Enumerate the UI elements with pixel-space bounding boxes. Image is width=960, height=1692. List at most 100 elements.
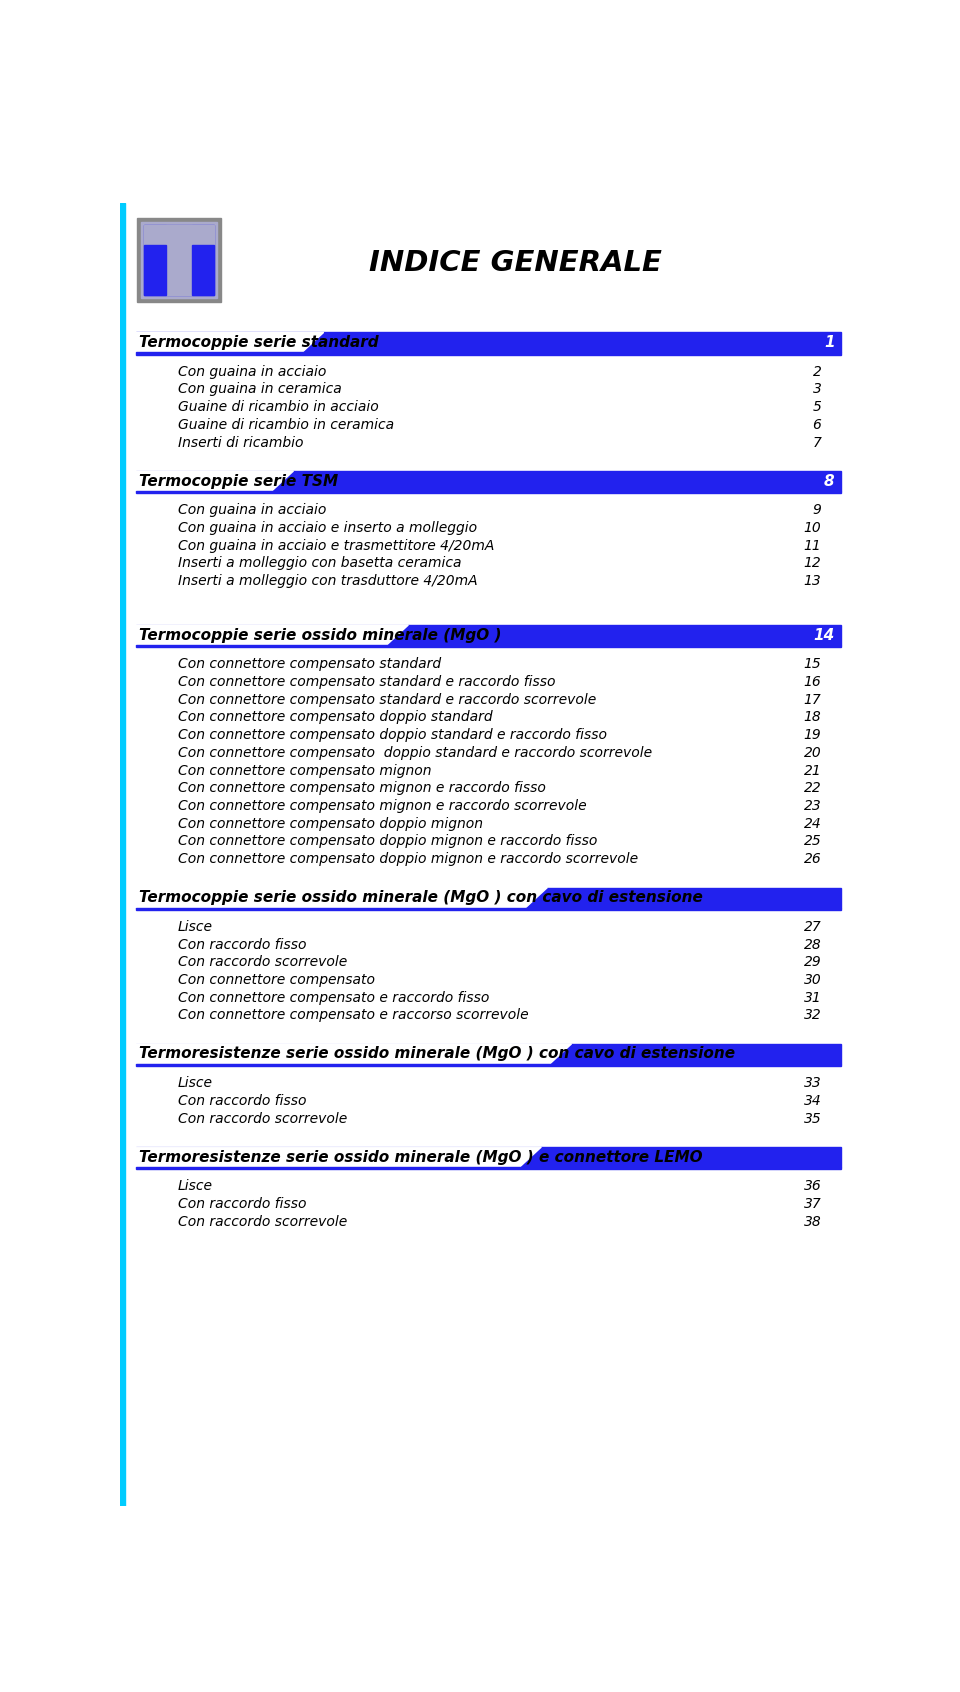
Text: 21: 21 <box>804 763 822 778</box>
Text: Con guaina in acciaio e trasmettitore 4/20mA: Con guaina in acciaio e trasmettitore 4/… <box>179 538 494 553</box>
Text: 7: 7 <box>812 435 822 450</box>
Polygon shape <box>135 332 324 352</box>
Text: Inserti a molleggio con basetta ceramica: Inserti a molleggio con basetta ceramica <box>179 557 462 570</box>
Text: 24: 24 <box>804 817 822 831</box>
Text: 14: 14 <box>813 628 834 643</box>
Text: 19: 19 <box>804 728 822 743</box>
Text: 16: 16 <box>804 675 822 689</box>
Text: 18: 18 <box>804 711 822 724</box>
Text: 27: 27 <box>804 920 822 934</box>
Text: 15: 15 <box>804 656 822 672</box>
Text: Con raccordo fisso: Con raccordo fisso <box>179 937 306 951</box>
Bar <box>192 245 214 294</box>
Bar <box>137 218 221 301</box>
Text: Con guaina in acciaio: Con guaina in acciaio <box>179 503 326 518</box>
Text: 17: 17 <box>804 692 822 707</box>
Polygon shape <box>135 470 294 491</box>
Text: 2: 2 <box>812 365 822 379</box>
Text: Guaine di ricambio in ceramica: Guaine di ricambio in ceramica <box>179 418 395 431</box>
Text: Con connettore compensato doppio mignon e raccordo scorrevole: Con connettore compensato doppio mignon … <box>179 853 638 866</box>
Polygon shape <box>135 624 408 645</box>
Text: 26: 26 <box>804 853 822 866</box>
Text: 13: 13 <box>804 574 822 589</box>
Text: Lisce: Lisce <box>179 1179 213 1193</box>
Text: Con guaina in ceramica: Con guaina in ceramica <box>179 382 342 396</box>
Text: Con connettore compensato standard e raccordo scorrevole: Con connettore compensato standard e rac… <box>179 692 596 707</box>
Bar <box>120 203 126 1506</box>
Polygon shape <box>135 1147 541 1167</box>
Bar <box>135 1147 841 1167</box>
Text: 12: 12 <box>804 557 822 570</box>
Bar <box>135 332 841 352</box>
Bar <box>135 470 841 491</box>
Text: 9: 9 <box>812 503 822 518</box>
Polygon shape <box>135 1044 571 1064</box>
Text: 10: 10 <box>804 521 822 535</box>
Text: Termoresistenze serie ossido minerale (MgO ) e connettore LEMO: Termoresistenze serie ossido minerale (M… <box>139 1149 703 1164</box>
Text: 34: 34 <box>804 1093 822 1108</box>
Text: Con connettore compensato standard e raccordo fisso: Con connettore compensato standard e rac… <box>179 675 556 689</box>
Text: Con raccordo scorrevole: Con raccordo scorrevole <box>179 956 348 970</box>
Text: 5: 5 <box>812 399 822 415</box>
Text: Con raccordo fisso: Con raccordo fisso <box>179 1093 306 1108</box>
Bar <box>135 1044 841 1064</box>
Bar <box>135 888 841 907</box>
Text: 20: 20 <box>804 746 822 760</box>
Text: Con raccordo scorrevole: Con raccordo scorrevole <box>179 1215 348 1228</box>
Text: Con raccordo scorrevole: Con raccordo scorrevole <box>179 1112 348 1125</box>
Text: Con connettore compensato standard: Con connettore compensato standard <box>179 656 442 672</box>
Bar <box>166 225 192 294</box>
Text: 11: 11 <box>804 538 822 553</box>
Bar <box>144 245 166 294</box>
Text: Con connettore compensato e raccordo fisso: Con connettore compensato e raccordo fis… <box>179 992 490 1005</box>
Text: Con connettore compensato doppio mignon: Con connettore compensato doppio mignon <box>179 817 483 831</box>
Text: 1: 1 <box>824 335 834 350</box>
Bar <box>135 907 841 910</box>
Text: Con connettore compensato doppio mignon e raccordo fisso: Con connettore compensato doppio mignon … <box>179 834 597 848</box>
Text: Termocoppie serie ossido minerale (MgO ): Termocoppie serie ossido minerale (MgO ) <box>139 628 502 643</box>
Text: 25: 25 <box>804 834 822 848</box>
Text: INDICE GENERALE: INDICE GENERALE <box>369 249 661 277</box>
Bar <box>135 491 841 494</box>
Text: Con connettore compensato mignon e raccordo scorrevole: Con connettore compensato mignon e racco… <box>179 799 587 812</box>
Bar <box>144 225 214 294</box>
Text: 35: 35 <box>804 1112 822 1125</box>
Text: 33: 33 <box>804 1076 822 1090</box>
Text: Termocoppie serie standard: Termocoppie serie standard <box>139 335 379 350</box>
Text: Con connettore compensato doppio standard: Con connettore compensato doppio standar… <box>179 711 492 724</box>
Bar <box>135 624 841 645</box>
Text: Lisce: Lisce <box>179 920 213 934</box>
Text: 37: 37 <box>804 1196 822 1211</box>
Text: Termocoppie serie TSM: Termocoppie serie TSM <box>139 474 339 489</box>
Text: 29: 29 <box>804 956 822 970</box>
Text: Con connettore compensato e raccorso scorrevole: Con connettore compensato e raccorso sco… <box>179 1008 529 1022</box>
Text: Con guaina in acciaio: Con guaina in acciaio <box>179 365 326 379</box>
Bar <box>135 645 841 648</box>
Text: Con connettore compensato  doppio standard e raccordo scorrevole: Con connettore compensato doppio standar… <box>179 746 652 760</box>
Text: Inserti a molleggio con trasduttore 4/20mA: Inserti a molleggio con trasduttore 4/20… <box>179 574 478 589</box>
Text: Termocoppie serie ossido minerale (MgO ) con cavo di estensione: Termocoppie serie ossido minerale (MgO )… <box>139 890 704 905</box>
Bar <box>135 352 841 355</box>
Text: 32: 32 <box>804 1008 822 1022</box>
Text: Inserti di ricambio: Inserti di ricambio <box>179 435 303 450</box>
Text: Termoresistenze serie ossido minerale (MgO ) con cavo di estensione: Termoresistenze serie ossido minerale (M… <box>139 1046 735 1061</box>
Text: 6: 6 <box>812 418 822 431</box>
Text: Con raccordo fisso: Con raccordo fisso <box>179 1196 306 1211</box>
Text: 8: 8 <box>824 474 834 489</box>
Bar <box>135 1064 841 1066</box>
Text: Con connettore compensato mignon: Con connettore compensato mignon <box>179 763 432 778</box>
Polygon shape <box>135 888 547 907</box>
Text: Con connettore compensato mignon e raccordo fisso: Con connettore compensato mignon e racco… <box>179 782 546 795</box>
Text: 3: 3 <box>812 382 822 396</box>
Bar <box>135 1167 841 1169</box>
Text: 38: 38 <box>804 1215 822 1228</box>
Text: 23: 23 <box>804 799 822 812</box>
Text: Con guaina in acciaio e inserto a molleggio: Con guaina in acciaio e inserto a molleg… <box>179 521 477 535</box>
Text: Lisce: Lisce <box>179 1076 213 1090</box>
Text: 36: 36 <box>804 1179 822 1193</box>
Bar <box>141 222 217 298</box>
Text: Con connettore compensato: Con connettore compensato <box>179 973 375 986</box>
Bar <box>144 225 214 245</box>
Text: 31: 31 <box>804 992 822 1005</box>
Text: Con connettore compensato doppio standard e raccordo fisso: Con connettore compensato doppio standar… <box>179 728 607 743</box>
